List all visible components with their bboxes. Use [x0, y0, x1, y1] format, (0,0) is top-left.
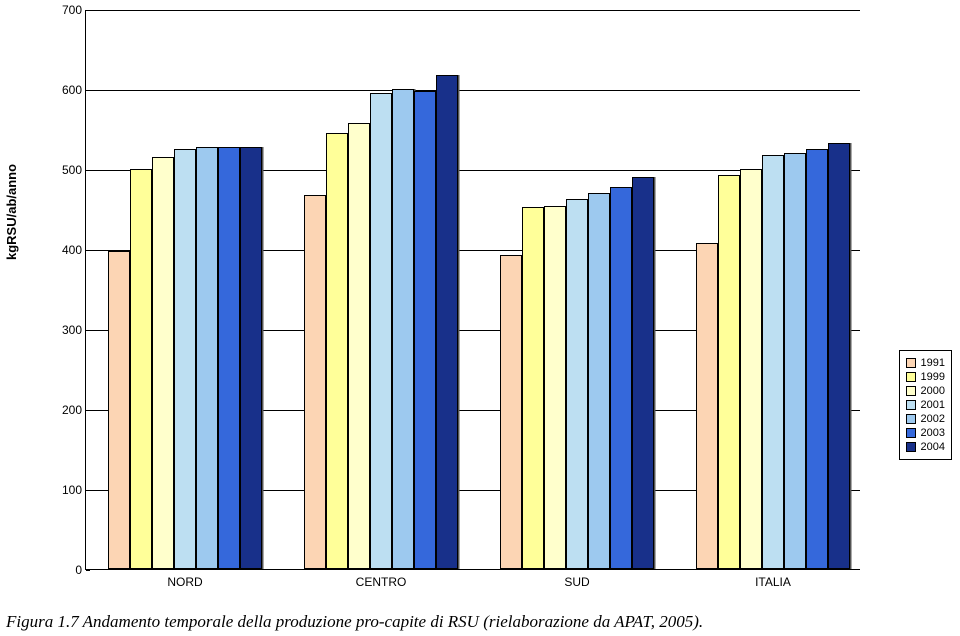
- legend-item: 2004: [906, 441, 945, 453]
- legend-swatch: [906, 442, 916, 452]
- bar-group: [108, 147, 262, 569]
- bar: [240, 147, 262, 569]
- bar-group: [304, 75, 458, 569]
- legend-item: 2000: [906, 385, 945, 397]
- x-axis-label: CENTRO: [356, 575, 407, 589]
- legend: 1991 1999 2000 2001 2002 2003 2004: [899, 350, 952, 460]
- legend-swatch: [906, 372, 916, 382]
- y-axis-label: kgRSU/ab/anno: [4, 164, 19, 260]
- legend-swatch: [906, 400, 916, 410]
- bar: [696, 243, 718, 569]
- bar: [828, 143, 850, 569]
- y-tick: 300: [46, 323, 86, 337]
- grid-line: [86, 90, 860, 91]
- y-tick: 600: [46, 83, 86, 97]
- legend-item: 2003: [906, 427, 945, 439]
- bar: [152, 157, 174, 569]
- bar: [762, 155, 784, 569]
- bar: [522, 207, 544, 569]
- x-axis-label: ITALIA: [755, 575, 791, 589]
- legend-label: 2002: [921, 413, 945, 425]
- bar: [784, 153, 806, 569]
- bar: [566, 199, 588, 569]
- bar: [196, 147, 218, 569]
- bar: [414, 91, 436, 569]
- legend-label: 1999: [921, 371, 945, 383]
- bar-group: [696, 143, 850, 569]
- bar: [392, 89, 414, 569]
- y-tick: 700: [46, 3, 86, 17]
- y-tick: 0: [46, 563, 86, 577]
- y-tick: 400: [46, 243, 86, 257]
- bar: [610, 187, 632, 569]
- y-tick: 100: [46, 483, 86, 497]
- bar: [108, 251, 130, 569]
- legend-swatch: [906, 428, 916, 438]
- y-tick: 200: [46, 403, 86, 417]
- legend-label: 1991: [921, 357, 945, 369]
- legend-label: 2004: [921, 441, 945, 453]
- bar: [348, 123, 370, 569]
- legend-swatch: [906, 358, 916, 368]
- legend-item: 2002: [906, 413, 945, 425]
- bar: [304, 195, 326, 569]
- grid-line: [86, 10, 860, 11]
- bar: [130, 169, 152, 569]
- bar: [218, 147, 240, 569]
- bar-group: [500, 177, 654, 569]
- legend-label: 2001: [921, 399, 945, 411]
- bar: [588, 193, 610, 569]
- figure-caption: Figura 1.7 Andamento temporale della pro…: [0, 612, 960, 632]
- legend-item: 1999: [906, 371, 945, 383]
- x-axis-label: SUD: [564, 575, 589, 589]
- bar: [174, 149, 196, 569]
- y-tick: 500: [46, 163, 86, 177]
- plot-area: 0100200300400500600700NORDCENTROSUDITALI…: [85, 10, 860, 570]
- bar: [806, 149, 828, 569]
- bar: [326, 133, 348, 569]
- bar: [370, 93, 392, 569]
- legend-swatch: [906, 386, 916, 396]
- legend-label: 2003: [921, 427, 945, 439]
- bar: [718, 175, 740, 569]
- bar: [632, 177, 654, 569]
- legend-label: 2000: [921, 385, 945, 397]
- bar: [544, 206, 566, 569]
- bar: [436, 75, 458, 569]
- x-axis-label: NORD: [167, 575, 202, 589]
- legend-item: 1991: [906, 357, 945, 369]
- legend-swatch: [906, 414, 916, 424]
- legend-item: 2001: [906, 399, 945, 411]
- bar: [500, 255, 522, 569]
- bar: [740, 169, 762, 569]
- chart-container: kgRSU/ab/anno 0100200300400500600700NORD…: [0, 0, 960, 595]
